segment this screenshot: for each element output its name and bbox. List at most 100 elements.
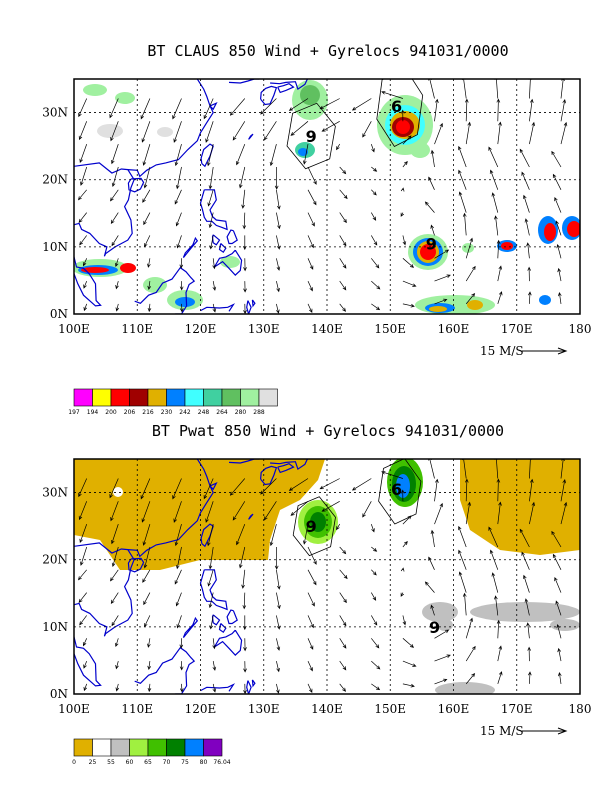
x-tick-label: 150E bbox=[374, 702, 406, 716]
wind-vector bbox=[465, 501, 472, 525]
panel-2-wind-vectors bbox=[77, 459, 568, 694]
coastline bbox=[248, 133, 254, 140]
wind-vector bbox=[78, 501, 88, 521]
wind-vector bbox=[276, 303, 280, 314]
wind-vector bbox=[307, 258, 314, 270]
wind-vector bbox=[290, 501, 309, 516]
colorbar-swatch bbox=[73, 738, 93, 757]
wind-vector bbox=[174, 569, 182, 585]
wind-vector bbox=[526, 622, 530, 639]
colorbar-swatch bbox=[203, 388, 223, 407]
wind-vector bbox=[307, 683, 313, 694]
wind-vector bbox=[212, 661, 217, 671]
wind-vector bbox=[307, 569, 317, 586]
wind-vector bbox=[497, 121, 502, 145]
wind-vector bbox=[111, 523, 119, 545]
wind-vector bbox=[209, 235, 214, 250]
x-tick-label: 100E bbox=[58, 322, 90, 336]
panel-1-frame bbox=[73, 78, 581, 315]
wind-vector bbox=[142, 189, 151, 203]
wind-vector bbox=[208, 592, 214, 609]
wind-vector bbox=[465, 265, 476, 282]
wind-vector bbox=[269, 524, 277, 547]
x-tick-label: 140E bbox=[311, 322, 343, 336]
gyre-marker: 6 bbox=[391, 97, 402, 116]
colorbar-label: 194 bbox=[87, 409, 99, 416]
wind-vector bbox=[115, 303, 120, 312]
wind-vector bbox=[336, 143, 341, 151]
wind-vector bbox=[232, 501, 246, 521]
panel-2-vector-ref-label: 15 M/S bbox=[480, 724, 524, 738]
wind-vector bbox=[497, 291, 503, 305]
coastline bbox=[228, 459, 260, 464]
wind-vector bbox=[276, 569, 281, 590]
wind-vector bbox=[339, 592, 347, 604]
wind-vector bbox=[179, 661, 184, 671]
wind-vector bbox=[141, 501, 151, 523]
wind-vector bbox=[80, 546, 88, 566]
wind-vector bbox=[243, 303, 247, 314]
wind-vector bbox=[143, 592, 151, 606]
wind-vector bbox=[434, 298, 448, 305]
wind-vector bbox=[110, 592, 119, 604]
wind-vector bbox=[238, 166, 246, 189]
wind-vector bbox=[274, 546, 279, 570]
coastline bbox=[270, 459, 308, 471]
colorbar-label: 65 bbox=[144, 759, 152, 766]
wind-vector bbox=[424, 201, 435, 213]
wind-vector bbox=[523, 574, 530, 593]
wind-vector bbox=[144, 615, 151, 628]
wind-vector bbox=[83, 683, 88, 692]
wind-vector bbox=[111, 166, 119, 187]
wind-vector bbox=[339, 212, 347, 224]
wind-vector bbox=[339, 189, 348, 200]
wind-vector bbox=[208, 546, 214, 570]
wind-vector bbox=[79, 143, 88, 164]
wind-vector bbox=[497, 501, 502, 525]
wind-vector bbox=[115, 661, 119, 670]
wind-vector bbox=[527, 291, 532, 304]
wind-vector bbox=[400, 567, 405, 572]
wind-vector bbox=[400, 212, 405, 217]
wind-vector bbox=[339, 638, 347, 649]
x-tick-label: 100E bbox=[58, 702, 90, 716]
y-tick-label: 10N bbox=[42, 620, 68, 634]
wind-vector bbox=[488, 146, 499, 168]
wind-vector bbox=[290, 121, 309, 136]
wind-vector bbox=[276, 638, 281, 651]
wind-vector bbox=[263, 501, 277, 521]
wind-vector bbox=[557, 647, 562, 662]
wind-vector bbox=[458, 525, 467, 548]
wind-vector bbox=[83, 280, 88, 289]
wind-vector bbox=[110, 501, 119, 522]
wind-vector bbox=[147, 258, 151, 268]
panel-1-plot-area bbox=[74, 79, 580, 314]
panel-1-coastlines bbox=[74, 79, 308, 314]
wind-vector bbox=[307, 212, 315, 227]
wind-vector bbox=[465, 292, 476, 305]
colorbar-label: 197 bbox=[68, 409, 80, 416]
wind-vector bbox=[172, 478, 182, 500]
colorbar-swatch bbox=[240, 388, 260, 407]
wind-vector bbox=[212, 303, 217, 313]
wind-vector bbox=[529, 478, 534, 502]
colorbar-swatch bbox=[92, 738, 112, 757]
wind-vector bbox=[458, 145, 467, 168]
x-tick-label: 120E bbox=[185, 322, 217, 336]
y-tick-label: 0N bbox=[50, 687, 68, 701]
wind-vector bbox=[79, 235, 87, 246]
wind-vector bbox=[78, 98, 88, 118]
colorbar-swatch bbox=[166, 388, 186, 407]
wind-vector bbox=[144, 235, 151, 248]
wind-vector bbox=[491, 192, 499, 213]
wind-vector bbox=[307, 592, 315, 607]
colorbar-swatch bbox=[203, 738, 223, 757]
wind-vector bbox=[458, 549, 467, 570]
wind-vector bbox=[208, 212, 214, 229]
wind-vector bbox=[109, 478, 119, 499]
wind-vector bbox=[207, 569, 214, 587]
wind-vector bbox=[142, 523, 151, 546]
wind-vector bbox=[362, 501, 372, 518]
coastline bbox=[211, 234, 221, 246]
wind-vector bbox=[82, 258, 88, 267]
